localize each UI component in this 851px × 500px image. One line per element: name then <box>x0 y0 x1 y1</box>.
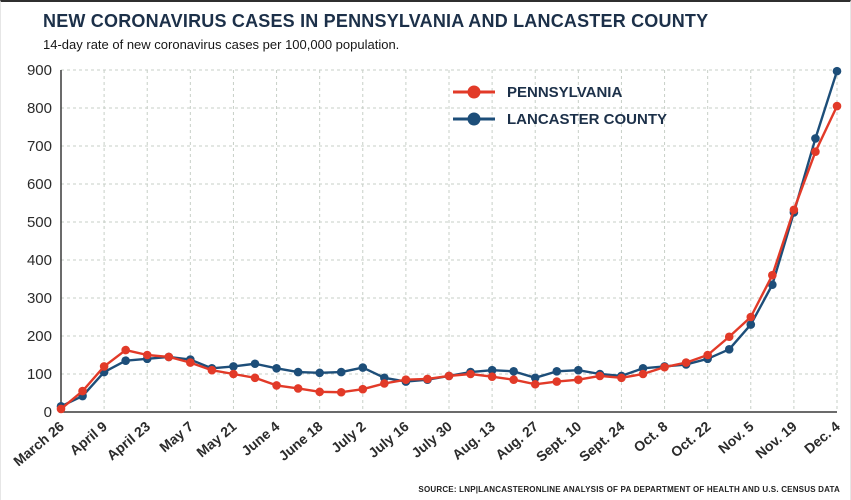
chart-header: NEW CORONAVIRUS CASES IN PENNSYLVANIA AN… <box>1 2 850 52</box>
data-point <box>638 369 648 379</box>
svg-text:Aug. 13: Aug. 13 <box>449 418 498 463</box>
svg-text:July 2: July 2 <box>328 418 369 456</box>
data-point <box>164 352 174 362</box>
svg-text:100: 100 <box>27 366 52 383</box>
data-point <box>293 384 303 393</box>
data-point <box>768 270 777 280</box>
data-point <box>574 365 583 375</box>
data-point <box>509 375 518 385</box>
data-point <box>444 371 454 381</box>
svg-text:Oct. 22: Oct. 22 <box>668 418 714 460</box>
data-point <box>746 312 756 322</box>
data-point <box>724 345 734 354</box>
data-point <box>121 345 130 355</box>
svg-text:300: 300 <box>27 290 52 307</box>
data-point <box>121 356 130 366</box>
data-point <box>358 384 368 394</box>
svg-text:April 23: April 23 <box>104 418 154 463</box>
svg-text:Nov. 19: Nov. 19 <box>752 418 800 462</box>
svg-text:Sept. 10: Sept. 10 <box>533 418 585 465</box>
chart-title: NEW CORONAVIRUS CASES IN PENNSYLVANIA AN… <box>43 11 709 31</box>
series-pennsylvania <box>56 101 842 414</box>
svg-text:March 26: March 26 <box>10 418 67 466</box>
data-point <box>617 373 626 383</box>
data-point <box>811 134 820 143</box>
data-point <box>56 404 66 414</box>
data-point <box>401 375 411 385</box>
data-point <box>530 379 540 389</box>
data-point <box>229 362 238 371</box>
data-point <box>315 368 324 378</box>
source-note: SOURCE: LNP|LANCASTERONLINE ANALYSIS OF … <box>418 485 840 494</box>
legend: PENNSYLVANIA LANCASTER COUNTY <box>453 84 667 128</box>
data-point <box>142 350 152 360</box>
legend-marker-icon <box>467 85 481 99</box>
svg-text:900: 900 <box>27 62 52 79</box>
legend-marker-icon <box>467 112 481 126</box>
svg-text:0: 0 <box>44 404 52 421</box>
svg-text:May 7: May 7 <box>156 418 196 455</box>
svg-text:Sept. 24: Sept. 24 <box>576 418 628 465</box>
svg-text:200: 200 <box>27 328 52 345</box>
data-point <box>530 373 540 383</box>
axes <box>60 70 837 413</box>
data-point <box>250 359 260 369</box>
data-point <box>832 66 842 76</box>
data-point <box>250 373 260 383</box>
data-point <box>746 320 756 329</box>
svg-text:July 16: July 16 <box>365 418 412 461</box>
data-point <box>681 358 691 367</box>
svg-text:800: 800 <box>27 100 52 117</box>
svg-text:Nov. 5: Nov. 5 <box>715 418 757 457</box>
data-point <box>832 101 842 111</box>
data-point <box>595 371 605 381</box>
y-axis-labels: 0 100 200 300 400 500 600 700 800 900 <box>27 62 52 421</box>
data-point <box>509 367 518 376</box>
svg-text:400: 400 <box>27 252 52 269</box>
data-point <box>272 381 281 390</box>
svg-text:500: 500 <box>27 214 52 231</box>
data-point <box>703 350 712 360</box>
data-point <box>811 147 820 156</box>
data-point <box>487 365 497 375</box>
svg-text:June 18: June 18 <box>275 418 325 464</box>
svg-text:Oct. 8: Oct. 8 <box>630 418 670 455</box>
svg-text:May 21: May 21 <box>193 418 239 460</box>
svg-text:600: 600 <box>27 176 52 193</box>
data-point <box>336 387 346 397</box>
data-point <box>78 386 87 396</box>
data-point <box>724 332 734 342</box>
data-point <box>336 367 346 377</box>
data-point <box>487 372 497 381</box>
data-point <box>380 379 389 388</box>
chart-subtitle: 14-day rate of new coronavirus cases per… <box>43 37 400 52</box>
data-point <box>789 205 799 215</box>
data-point <box>293 367 303 377</box>
data-point <box>423 374 432 384</box>
svg-text:Aug. 27: Aug. 27 <box>492 418 541 463</box>
gridlines <box>60 69 838 413</box>
data-point <box>315 387 324 397</box>
data-point <box>99 362 109 371</box>
data-point <box>466 369 475 379</box>
chart-area: 0 100 200 300 400 500 600 700 800 900 March 26 Apri… <box>1 54 850 466</box>
data-point <box>207 365 217 375</box>
data-point <box>358 363 368 372</box>
svg-text:700: 700 <box>27 138 52 155</box>
data-point <box>552 377 562 386</box>
data-point <box>186 358 195 367</box>
svg-text:July 30: July 30 <box>408 418 455 461</box>
data-point <box>574 375 583 385</box>
data-point <box>229 369 238 379</box>
legend-label: LANCASTER COUNTY <box>507 111 667 128</box>
data-point <box>660 362 669 372</box>
svg-text:Dec. 4: Dec. 4 <box>801 418 843 457</box>
data-point <box>272 364 281 373</box>
data-point <box>768 280 777 289</box>
legend-label: PENNSYLVANIA <box>507 84 622 101</box>
data-point <box>552 367 562 376</box>
